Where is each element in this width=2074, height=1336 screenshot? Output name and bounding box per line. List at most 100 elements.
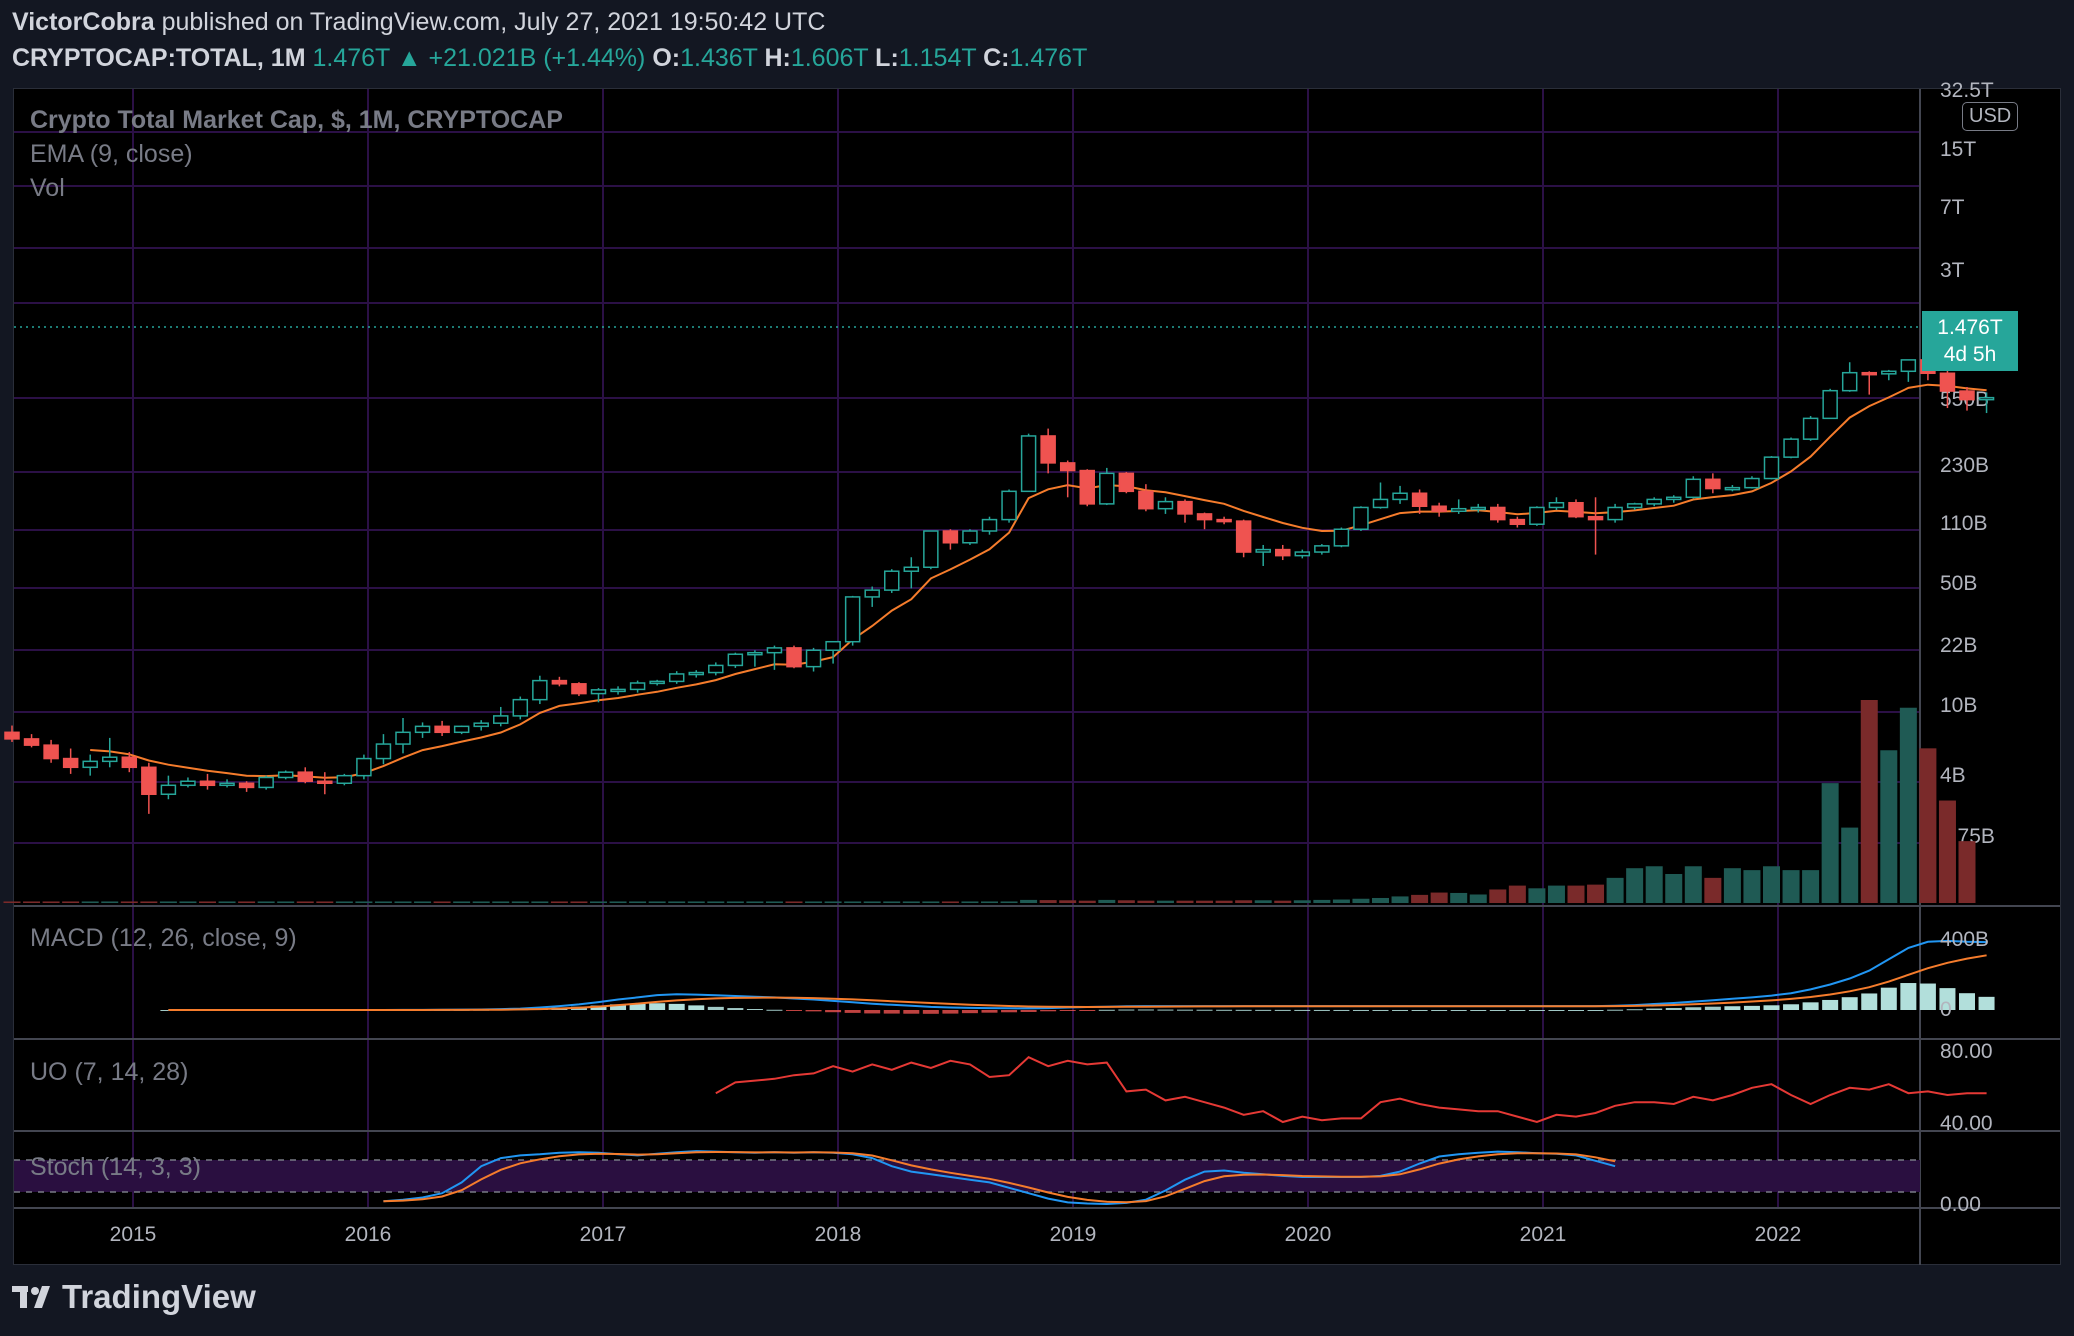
candle-body <box>1646 498 1662 505</box>
volume-bar <box>1000 901 1018 903</box>
volume-bar <box>1117 900 1135 903</box>
volume-bar <box>726 901 744 903</box>
volume-bar <box>1078 900 1096 903</box>
macd-histogram-bar <box>1137 1009 1154 1011</box>
candle-body <box>1529 506 1545 525</box>
candle-body <box>1275 548 1291 557</box>
time-axis-label: 2018 <box>815 1223 862 1246</box>
candle-body <box>805 649 822 668</box>
publish-info: VictorCobra published on TradingView.com… <box>12 8 825 37</box>
volume-bar <box>570 901 588 903</box>
volume-bar <box>550 901 568 903</box>
stoch-axis-label: 0.00 <box>1940 1193 1981 1216</box>
macd-histogram-bar <box>668 1003 685 1010</box>
macd-histogram-bar <box>1489 1009 1506 1011</box>
candle-body <box>141 766 157 795</box>
chart-title: Crypto Total Market Cap, $, 1M, CRYPTOCA… <box>30 106 563 134</box>
macd-histogram-bar <box>1352 1009 1369 1011</box>
volume-bar <box>1098 899 1116 903</box>
author-name[interactable]: VictorCobra <box>12 8 155 36</box>
volume-bar <box>1528 888 1546 903</box>
candle-body <box>1411 492 1428 507</box>
candle-body <box>43 744 59 760</box>
macd-histogram-bar <box>1880 987 1897 1010</box>
candle-body <box>1587 515 1604 521</box>
macd-histogram-bar <box>1079 1010 1096 1011</box>
volume-bar <box>511 901 529 903</box>
volume-bar <box>1508 885 1526 903</box>
time-axis-label: 2020 <box>1285 1223 1332 1246</box>
candle-body <box>414 725 431 734</box>
candle-body <box>1333 528 1350 547</box>
macd-histogram-bar <box>825 1010 842 1013</box>
volume-bar <box>609 901 627 903</box>
volume-bar <box>805 901 823 903</box>
ema-legend[interactable]: EMA (9, close) <box>30 140 193 168</box>
volume-bar <box>433 901 451 903</box>
price-axis-label: 110B <box>1940 512 1988 535</box>
candle-body <box>512 698 529 717</box>
volume-bar <box>922 901 940 903</box>
candle-body <box>82 760 98 769</box>
candle-body <box>1685 478 1702 499</box>
candle-body <box>668 673 685 683</box>
volume-bar <box>1391 896 1409 903</box>
time-axis-label: 2019 <box>1050 1223 1097 1246</box>
macd-histogram-bar <box>786 1010 802 1011</box>
volume-bar <box>765 901 783 903</box>
volume-bar <box>140 901 158 903</box>
currency-badge[interactable]: USD <box>1962 102 2019 131</box>
volume-bar <box>23 901 41 903</box>
uo-axis-label: 40.00 <box>1940 1112 1993 1135</box>
macd-histogram-bar <box>1333 1009 1350 1011</box>
macd-legend[interactable]: MACD (12, 26, close, 9) <box>30 924 297 952</box>
volume-bar <box>1039 900 1057 903</box>
volume-bar <box>1919 748 1937 903</box>
candle-body <box>942 530 959 544</box>
volume-bar <box>1684 866 1702 903</box>
candle-body <box>1548 501 1565 509</box>
candle-body <box>1939 372 1956 392</box>
volume-bar <box>1450 892 1468 903</box>
uo-legend[interactable]: UO (7, 14, 28) <box>30 1058 189 1086</box>
volume-legend[interactable]: Vol <box>30 174 65 202</box>
candle-body <box>884 570 900 591</box>
macd-histogram-bar <box>707 1006 724 1010</box>
candle-body <box>395 731 411 745</box>
candle-body <box>747 651 763 656</box>
stoch-d-line <box>383 1150 1616 1204</box>
candle-body <box>453 725 470 734</box>
candle-body <box>1235 520 1252 553</box>
volume-bar <box>1723 868 1741 903</box>
macd-histogram-bar <box>1470 1009 1487 1011</box>
candle-body <box>1607 506 1623 521</box>
macd-histogram-bar <box>1959 993 1975 1010</box>
macd-histogram-bar <box>1431 1009 1448 1011</box>
macd-histogram-bar <box>1939 988 1956 1010</box>
up-triangle-icon: ▲ <box>396 44 422 72</box>
high-label: H: <box>764 44 791 72</box>
candle-body <box>1099 472 1115 505</box>
candle-body <box>1509 518 1526 525</box>
candle-body <box>786 647 802 668</box>
macd-histogram-bar <box>942 1010 959 1014</box>
candle-body <box>1255 548 1271 553</box>
brand-footer[interactable]: TradingView <box>12 1278 256 1318</box>
volume-bar <box>238 901 256 903</box>
candle-body <box>1216 518 1232 523</box>
price-tag-value: 1.476T <box>1937 316 2003 339</box>
volume-bar <box>531 901 549 903</box>
macd-histogram-bar <box>1509 1009 1526 1011</box>
volume-bar <box>785 901 803 903</box>
candle-body <box>434 725 450 734</box>
macd-histogram-bar <box>1626 1009 1643 1011</box>
macd-histogram-bar <box>1313 1009 1330 1011</box>
stoch-legend[interactable]: Stoch (14, 3, 3) <box>30 1153 201 1181</box>
close-label: C: <box>983 44 1010 72</box>
macd-histogram-bar <box>727 1008 744 1010</box>
macd-histogram-bar <box>1098 1009 1115 1011</box>
macd-histogram-bar <box>610 1004 627 1010</box>
chart-area[interactable] <box>13 88 2061 1265</box>
candle-body <box>356 757 372 777</box>
